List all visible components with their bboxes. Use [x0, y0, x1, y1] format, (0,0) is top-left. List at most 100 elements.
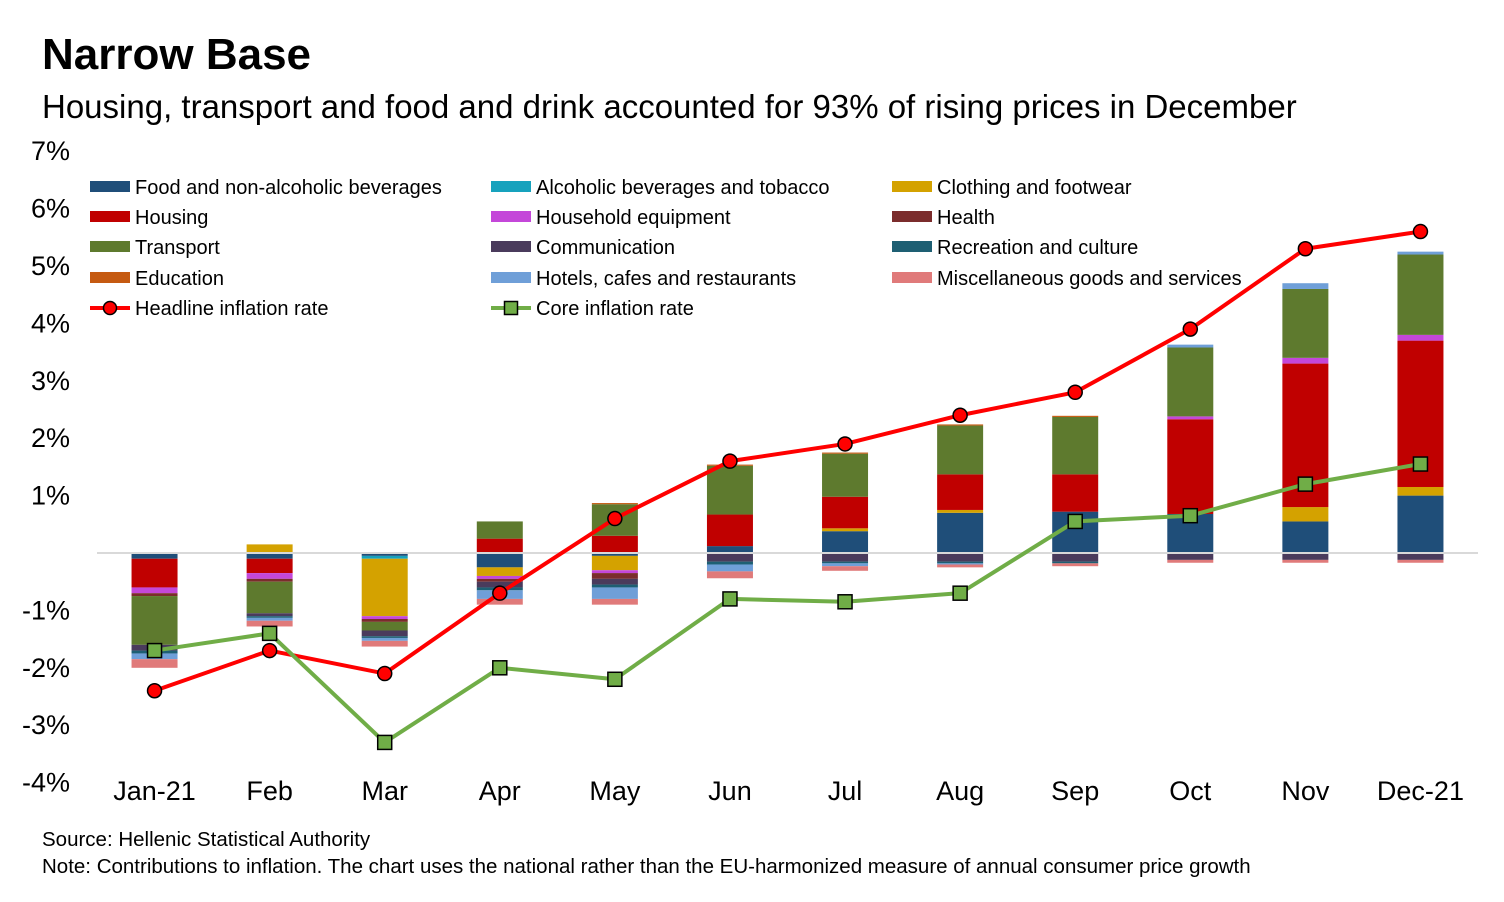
legend-swatch-transport	[90, 241, 130, 252]
legend-swatch-miscellaneous-goods-and-services	[892, 272, 932, 283]
bar-recreation-and-culture-mar	[361, 636, 408, 638]
headline-inflation-rate-point-dec-21	[1412, 223, 1429, 240]
bar-transport-sep	[1052, 416, 1099, 475]
bar-transport-jun	[706, 465, 753, 515]
bar-recreation-and-culture-sep	[1052, 561, 1099, 564]
y-tick-label: -3%	[22, 710, 70, 740]
bar-miscellaneous-goods-and-services-jan-21	[131, 659, 178, 668]
bar-miscellaneous-goods-and-services-nov	[1282, 559, 1329, 563]
bar-communication-dec-21	[1397, 553, 1444, 560]
x-tick-label: Sep	[1051, 776, 1099, 806]
core-inflation-rate-point-aug	[952, 585, 968, 601]
bar-hotels-cafes-and-restaurants-may	[591, 587, 638, 599]
y-tick-label: 5%	[31, 251, 70, 281]
x-tick-label: Dec-21	[1377, 776, 1464, 806]
bar-hotels-cafes-and-restaurants-mar	[361, 637, 408, 641]
bar-education-aug	[937, 424, 984, 426]
legend-swatch-hotels-cafes-and-restaurants	[491, 272, 531, 283]
core-inflation-rate-point-mar	[376, 734, 393, 751]
headline-inflation-rate-point-apr	[492, 585, 508, 601]
bar-housing-jul	[822, 496, 869, 529]
bar-food-and-non-alcoholic-beverages-feb	[246, 553, 293, 559]
bar-food-and-non-alcoholic-beverages-apr	[476, 553, 523, 568]
bar-hotels-cafes-and-restaurants-aug	[937, 563, 984, 565]
bar-food-and-non-alcoholic-beverages-jan-21	[131, 553, 178, 559]
bar-recreation-and-culture-aug	[937, 561, 984, 564]
headline-inflation-rate-point-nov	[1297, 241, 1314, 257]
legend-swatch-alcoholic-beverages-and-tobacco	[491, 181, 531, 192]
bar-food-and-non-alcoholic-beverages-mar	[361, 553, 408, 556]
legend-label-food-and-non-alcoholic-beverages: Food and non-alcoholic beverages	[135, 177, 442, 199]
bar-hotels-cafes-and-restaurants-oct	[1167, 344, 1214, 348]
x-tick-label: Jul	[828, 776, 863, 806]
legend-label-miscellaneous-goods-and-services: Miscellaneous goods and services	[937, 268, 1242, 290]
core-inflation-rate-line	[154, 462, 1421, 745]
bar-miscellaneous-goods-and-services-aug	[937, 564, 984, 568]
bar-housing-feb	[246, 558, 293, 574]
methodology-note: Note: Contributions to inflation. The ch…	[42, 855, 1251, 878]
bar-communication-may	[591, 578, 638, 585]
bar-household-equipment-nov	[1282, 357, 1329, 364]
bar-health-apr	[476, 578, 523, 582]
bar-household-equipment-oct	[1167, 416, 1214, 420]
legend-label-core-inflation-rate: Core inflation rate	[536, 298, 694, 320]
bar-health-jan-21	[131, 593, 178, 597]
headline-inflation-rate-point-jan-21	[146, 683, 163, 699]
x-tick-label: May	[589, 776, 641, 806]
headline-inflation-rate-point-sep	[1067, 384, 1083, 401]
legend-label-headline-inflation-rate: Headline inflation rate	[135, 298, 328, 320]
bar-food-and-non-alcoholic-beverages-jul	[822, 531, 869, 553]
source-note: Source: Hellenic Statistical Authority	[42, 828, 371, 851]
bar-clothing-and-footwear-mar	[361, 558, 408, 617]
headline-inflation-rate-point-aug	[952, 407, 968, 423]
core-inflation-rate-point-dec-21	[1412, 456, 1429, 472]
headline-inflation-rate-point-jul	[837, 436, 853, 452]
bar-transport-apr	[476, 521, 523, 539]
bar-recreation-and-culture-feb	[246, 616, 293, 618]
bar-alcoholic-beverages-and-tobacco-mar	[361, 555, 408, 559]
legend-label-education: Education	[135, 268, 224, 290]
bar-housing-may	[591, 535, 638, 553]
legend-swatch-education	[90, 272, 130, 283]
bar-hotels-cafes-and-restaurants-dec-21	[1397, 251, 1444, 255]
bar-communication-oct	[1167, 553, 1214, 560]
bar-transport-feb	[246, 581, 293, 614]
headline-inflation-rate-point-may	[607, 510, 623, 527]
bar-transport-jan-21	[131, 596, 178, 645]
core-inflation-rate-point-feb	[261, 625, 278, 642]
legend-label-recreation-and-culture: Recreation and culture	[937, 237, 1138, 259]
y-tick-label: -2%	[22, 653, 70, 683]
headline-inflation-rate-point-jun	[722, 453, 738, 469]
headline-inflation-rate-point-oct	[1182, 321, 1199, 337]
core-inflation-rate-point-jun	[722, 591, 738, 607]
y-tick-label: 2%	[31, 423, 70, 453]
legend-swatch-housing	[90, 211, 130, 222]
x-tick-label: Oct	[1169, 776, 1212, 806]
bar-communication-nov	[1282, 553, 1329, 560]
bar-food-and-non-alcoholic-beverages-nov	[1282, 521, 1329, 553]
bar-hotels-cafes-and-restaurants-feb	[246, 617, 293, 621]
bar-health-feb	[246, 578, 293, 582]
bar-clothing-and-footwear-aug	[937, 509, 984, 513]
bar-miscellaneous-goods-and-services-sep	[1052, 563, 1099, 567]
legend-label-transport: Transport	[135, 237, 220, 259]
bar-education-sep	[1052, 415, 1099, 417]
bar-housing-sep	[1052, 474, 1099, 512]
bar-housing-jun	[706, 514, 753, 547]
bar-food-and-non-alcoholic-beverages-dec-21	[1397, 495, 1444, 553]
x-tick-label: Jan-21	[113, 776, 196, 806]
bar-communication-jun	[706, 553, 753, 562]
legend-marker-headline-inflation-rate	[102, 300, 118, 316]
legend-swatch-clothing-and-footwear	[892, 181, 932, 192]
y-tick-label: -4%	[22, 768, 70, 798]
bar-clothing-and-footwear-jul	[822, 528, 869, 532]
legend-label-health: Health	[937, 207, 995, 229]
legend-label-hotels-cafes-and-restaurants: Hotels, cafes and restaurants	[536, 268, 796, 290]
legend-swatch-health	[892, 211, 932, 222]
bar-transport-oct	[1167, 347, 1214, 417]
x-tick-label: Feb	[246, 776, 293, 806]
bar-recreation-and-culture-jun	[706, 561, 753, 565]
core-inflation-rate-point-jul	[837, 594, 853, 610]
bar-transport-nov	[1282, 288, 1329, 358]
